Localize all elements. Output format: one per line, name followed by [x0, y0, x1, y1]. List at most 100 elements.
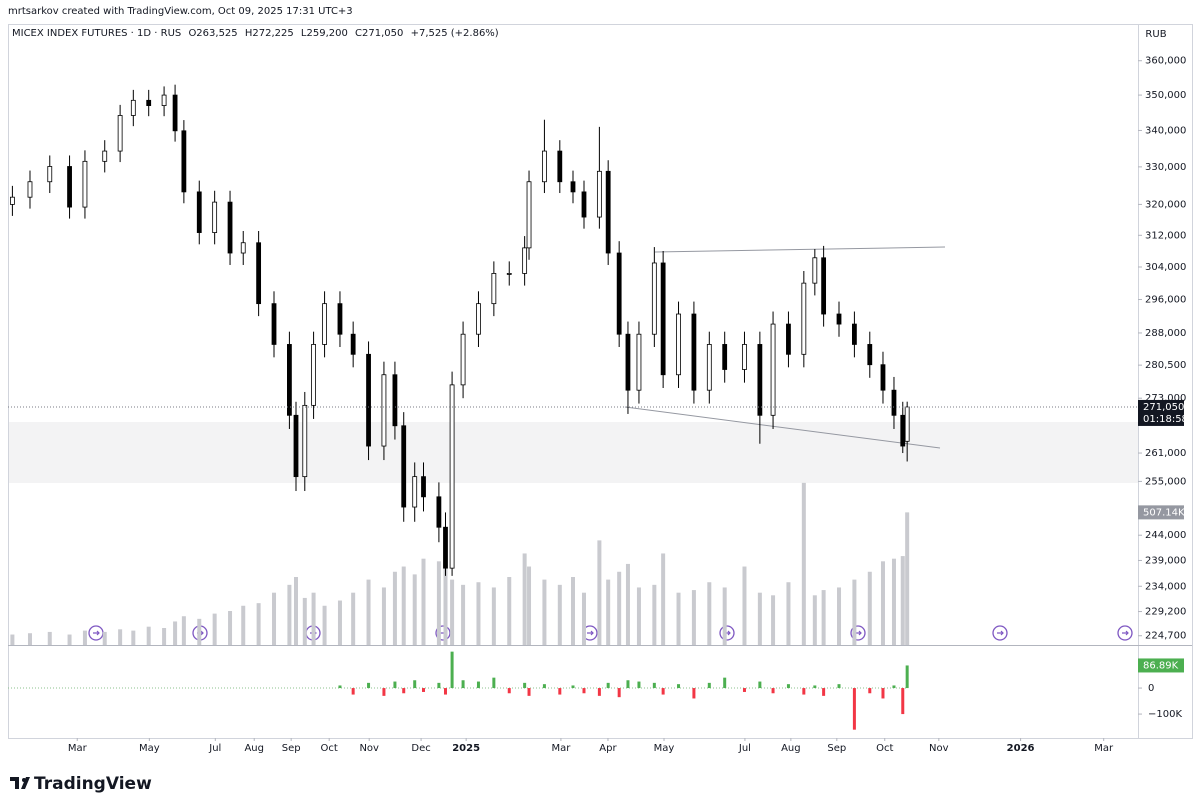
volume-bar — [676, 592, 681, 645]
delta-bar — [571, 685, 575, 689]
volume-bar — [351, 592, 356, 645]
volume-bar — [771, 595, 776, 645]
attribution: mrtsarkov created with TradingView.com, … — [8, 6, 353, 17]
legend-change: +7,525 (+2.86%) — [411, 28, 499, 39]
volume-bar — [392, 571, 397, 645]
legend-close: C271,050 — [355, 28, 403, 39]
delta-bar — [461, 680, 465, 689]
event-arrow — [1122, 630, 1129, 636]
volume-bar — [852, 579, 857, 645]
volume-bar — [118, 629, 123, 645]
volume-bar — [786, 582, 791, 645]
volume-bar — [228, 611, 233, 645]
candle-body — [256, 242, 262, 305]
volume-bar — [757, 592, 762, 645]
legend-high: H272,225 — [245, 28, 294, 39]
volume-bar — [722, 587, 727, 645]
volume-bar — [821, 590, 826, 645]
volume-bar — [597, 540, 602, 645]
volume-bar — [287, 584, 292, 645]
delta-bar — [450, 651, 454, 689]
candle-body — [506, 273, 512, 275]
volume-bar — [450, 579, 455, 645]
candle-body — [67, 166, 72, 208]
x-tick-label: Mar — [1094, 743, 1114, 754]
candle-body — [381, 374, 387, 447]
candle-body — [821, 257, 827, 315]
delta-bar — [422, 688, 426, 692]
candle-body — [212, 201, 218, 233]
frame — [8, 24, 1193, 739]
volume-bar — [241, 605, 246, 645]
y-tick-label: 288,000 — [1145, 328, 1186, 339]
x-tick-label: 2025 — [452, 743, 480, 754]
candle-body — [867, 344, 873, 366]
candle-body — [412, 476, 418, 508]
volume-bar — [691, 590, 696, 645]
x-tick-label: Sep — [827, 743, 846, 754]
y-tick-label: 360,000 — [1145, 56, 1186, 67]
candle-body — [557, 150, 563, 183]
delta-bar — [771, 688, 775, 694]
volume-bar — [606, 579, 611, 645]
y-tick-label: 304,000 — [1145, 262, 1186, 273]
volume-bar — [880, 561, 885, 645]
x-tick-label: Sep — [282, 743, 301, 754]
delta-bar — [597, 688, 601, 696]
volume-bar — [102, 631, 107, 645]
y-tick-label: 312,000 — [1145, 230, 1186, 241]
y-tick-label: 239,000 — [1145, 555, 1186, 566]
delta-bar — [338, 685, 342, 689]
volume-bar — [366, 579, 371, 645]
volume-bar — [443, 545, 448, 645]
delta-bar — [606, 682, 610, 689]
volume-bar — [293, 577, 298, 645]
volume-bar — [421, 558, 426, 645]
x-tick-label: Aug — [781, 743, 801, 754]
candle-body — [350, 333, 356, 355]
candle-body — [786, 323, 791, 355]
delta-bar — [393, 681, 397, 689]
volume-bar — [10, 634, 15, 645]
y-tick-label: 261,000 — [1145, 448, 1186, 459]
volume-bar — [636, 587, 641, 645]
volume-bar — [197, 618, 202, 645]
candle-body — [476, 303, 481, 335]
legend-low: L259,200 — [301, 28, 348, 39]
delta-bar — [507, 688, 511, 694]
candle-body — [801, 282, 807, 355]
candle-body — [676, 313, 681, 376]
candle-body — [526, 181, 532, 249]
y-tick-label: 330,000 — [1145, 162, 1186, 173]
delta-bar — [582, 688, 586, 694]
x-tick-label: Nov — [929, 743, 949, 754]
event-arrow — [93, 630, 100, 636]
volume-label: 507.14K — [1143, 507, 1185, 518]
candle-body — [581, 191, 587, 218]
delta-bar — [837, 684, 841, 689]
volume-bar — [322, 605, 327, 645]
event-arrow — [997, 630, 1004, 636]
delta-label: 86.89K — [1143, 660, 1179, 671]
candle-body — [742, 344, 747, 370]
trendline — [624, 406, 941, 449]
y-tick-label: 350,000 — [1145, 90, 1186, 101]
logo: TradingView — [10, 774, 152, 794]
volume-bar — [581, 592, 586, 645]
delta-bar — [813, 685, 817, 689]
delta-tick-label: 0 — [1148, 683, 1154, 694]
x-tick-label: Dec — [411, 743, 430, 754]
x-tick-label: 2026 — [1007, 743, 1035, 754]
volume-bar — [571, 577, 575, 645]
delta-bar — [476, 681, 480, 689]
candle-body — [293, 414, 299, 478]
volume-bar — [461, 584, 466, 645]
candle-body — [900, 414, 906, 447]
x-tick-label: Oct — [321, 743, 338, 754]
volume-bar — [181, 616, 186, 645]
delta-bar — [786, 684, 790, 689]
delta-bar — [677, 684, 681, 689]
candle-body — [392, 374, 398, 427]
